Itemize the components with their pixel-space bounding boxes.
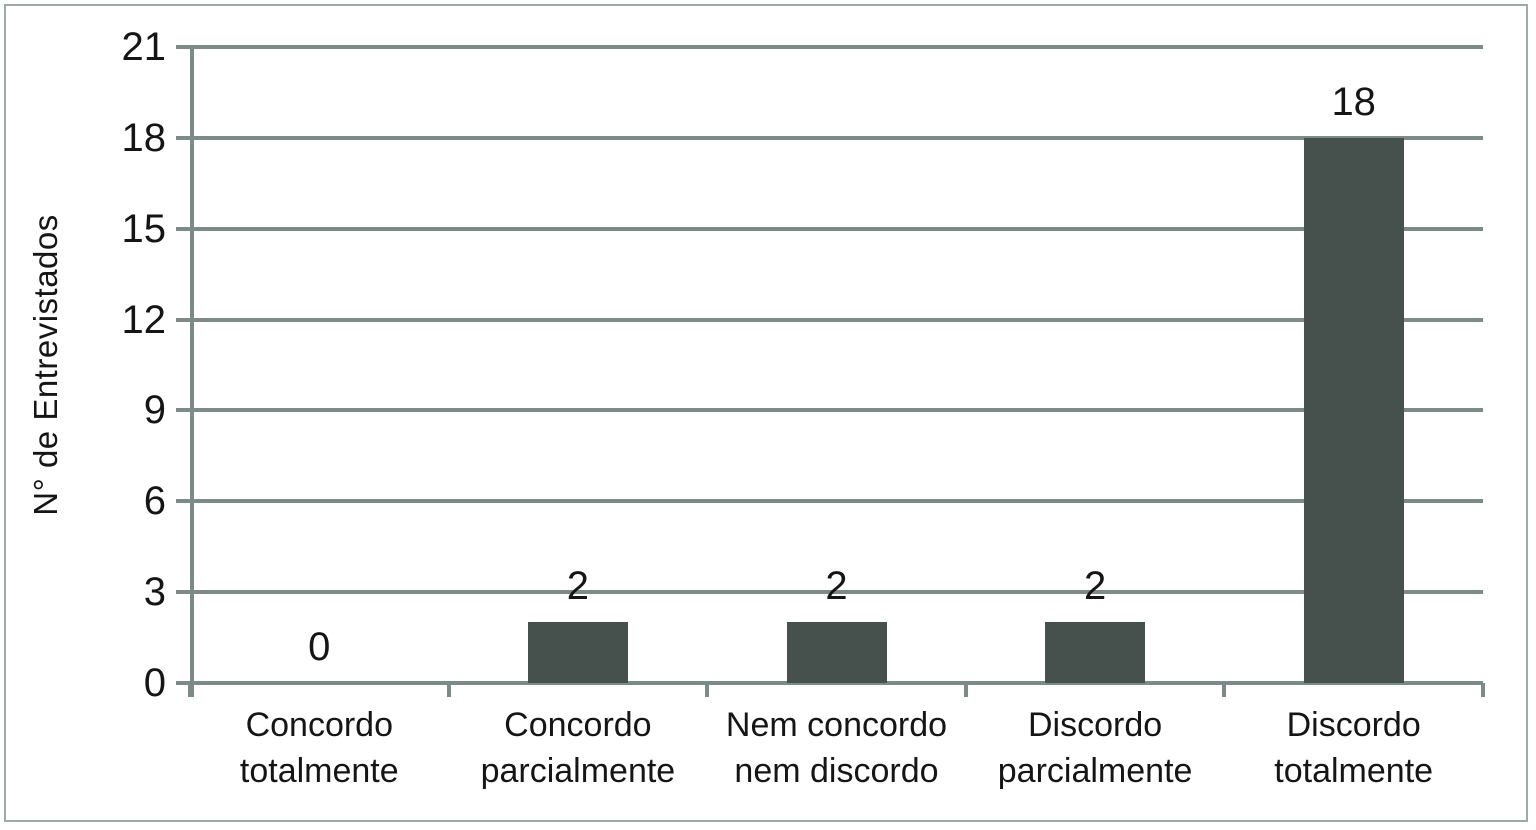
x-axis-tick	[188, 683, 192, 697]
x-axis-tick	[1481, 683, 1485, 697]
x-axis-tick	[963, 683, 968, 697]
bar	[1303, 137, 1404, 683]
bar-value-label: 2	[566, 564, 590, 609]
category-label: Concordo totalmente	[239, 706, 399, 790]
x-axis-tick	[446, 683, 451, 697]
plot-area: 0 2 2 2 18	[176, 45, 1485, 697]
bar	[786, 622, 887, 683]
category-label: Discordo parcialmente	[997, 706, 1193, 790]
y-axis-tick	[176, 590, 190, 595]
chart-outer-border	[4, 4, 1528, 822]
gridline	[190, 317, 1483, 322]
y-axis-tick	[176, 408, 190, 413]
x-axis-tick	[705, 683, 710, 697]
y-tick-label: 15	[121, 206, 167, 251]
y-tick-label: 18	[121, 115, 167, 160]
gridline	[190, 499, 1483, 504]
gridline	[190, 135, 1483, 140]
gridline	[190, 590, 1483, 595]
bar-value-label: 2	[825, 564, 848, 609]
y-axis-tick	[176, 681, 190, 685]
category-label: Discordo totalmente	[1274, 706, 1434, 790]
x-axis-tick	[1222, 683, 1227, 697]
bar	[1045, 622, 1146, 683]
gridline	[190, 408, 1483, 413]
category-label: Concordo parcialmente	[480, 706, 676, 790]
y-tick-label: 12	[121, 297, 167, 342]
x-axis-line	[190, 681, 1483, 685]
gridline	[190, 226, 1483, 231]
y-tick-label: 3	[143, 570, 166, 615]
category-label: Nem concordo nem discordo	[725, 706, 948, 790]
y-axis-tick	[176, 135, 190, 140]
y-tick-label: 0	[143, 661, 166, 705]
y-tick-label: 21	[121, 25, 167, 69]
y-axis-tick	[176, 499, 190, 504]
y-axis-title: N° de Entrevistados	[27, 214, 64, 516]
bar-value-label: 2	[1083, 564, 1107, 609]
y-axis-tick	[176, 45, 190, 49]
y-tick-label: 9	[143, 388, 166, 433]
gridline	[190, 45, 1483, 49]
bar-value-label: 18	[1331, 79, 1376, 124]
y-axis-tick	[176, 226, 190, 231]
bar-value-label: 0	[308, 625, 331, 669]
y-axis-tick	[176, 317, 190, 322]
bar	[527, 622, 628, 683]
y-axis-line	[190, 47, 194, 697]
y-tick-label: 6	[143, 479, 166, 524]
